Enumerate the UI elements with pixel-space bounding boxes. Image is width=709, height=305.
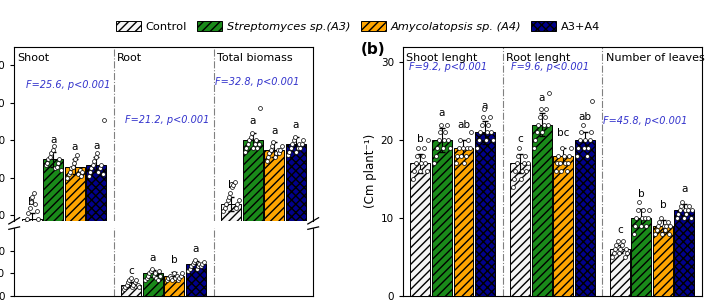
Text: b: b <box>228 180 235 190</box>
Text: ab: ab <box>579 112 591 122</box>
Text: Root: Root <box>118 53 143 63</box>
Bar <box>65 167 85 290</box>
Text: a: a <box>482 101 489 111</box>
Legend: Control, Streptomyces sp.(A3), Amycolatopsis sp. (A4), A3+A4: Control, Streptomyces sp.(A3), Amycolato… <box>111 16 605 36</box>
Text: a: a <box>538 93 545 103</box>
Text: Number of leaves: Number of leaves <box>605 53 705 63</box>
Bar <box>631 218 652 296</box>
Text: a: a <box>271 126 277 135</box>
Bar <box>164 275 184 296</box>
Bar <box>510 163 530 296</box>
Bar <box>186 264 206 296</box>
Bar <box>121 285 141 296</box>
Text: ab: ab <box>457 120 470 130</box>
Text: a: a <box>193 244 199 254</box>
Bar <box>575 140 595 296</box>
Text: c: c <box>128 266 134 275</box>
Text: c: c <box>518 134 523 144</box>
Text: c: c <box>617 225 623 235</box>
Text: Total biomass: Total biomass <box>217 53 293 63</box>
Bar <box>221 204 241 290</box>
Text: F=21.2, p<0.001: F=21.2, p<0.001 <box>125 115 209 125</box>
Bar <box>43 159 63 290</box>
Text: F=9.2, p<0.001: F=9.2, p<0.001 <box>409 62 487 72</box>
Bar <box>22 219 42 290</box>
Bar <box>454 148 474 296</box>
Text: F=32.8, p<0.001: F=32.8, p<0.001 <box>215 77 299 87</box>
Bar <box>674 210 694 296</box>
Text: F=45.8, p<0.001: F=45.8, p<0.001 <box>603 117 688 126</box>
Text: b: b <box>28 197 35 207</box>
Text: Shoot lenght: Shoot lenght <box>406 53 478 63</box>
Text: F=25.6, p<0.001: F=25.6, p<0.001 <box>26 80 111 90</box>
Text: b: b <box>638 189 644 199</box>
Text: a: a <box>93 141 99 151</box>
Bar <box>411 163 430 296</box>
Text: a: a <box>293 120 298 130</box>
Bar <box>475 132 495 296</box>
Bar <box>610 249 630 296</box>
Text: b: b <box>171 255 178 265</box>
Text: a: a <box>72 142 78 152</box>
Text: Root lenght: Root lenght <box>506 53 571 63</box>
Text: a: a <box>250 116 256 126</box>
Bar <box>653 226 673 296</box>
Text: (b): (b) <box>361 42 386 57</box>
Bar <box>432 140 452 296</box>
Text: a: a <box>50 135 57 145</box>
Text: a: a <box>439 109 445 118</box>
Bar <box>286 144 306 290</box>
Y-axis label: (Cm plant⁻¹): (Cm plant⁻¹) <box>364 134 376 208</box>
Text: Shoot: Shoot <box>18 53 50 63</box>
Text: b: b <box>417 134 424 144</box>
Text: F=9.6, p<0.001: F=9.6, p<0.001 <box>510 62 588 72</box>
Bar <box>86 165 106 290</box>
Text: a: a <box>150 253 156 263</box>
Text: bc: bc <box>557 128 569 138</box>
Text: b: b <box>659 199 666 210</box>
Bar <box>143 273 163 296</box>
Text: a: a <box>681 184 688 194</box>
Bar <box>242 140 262 290</box>
Bar <box>532 124 552 296</box>
Bar <box>553 156 573 296</box>
Bar <box>264 150 284 290</box>
